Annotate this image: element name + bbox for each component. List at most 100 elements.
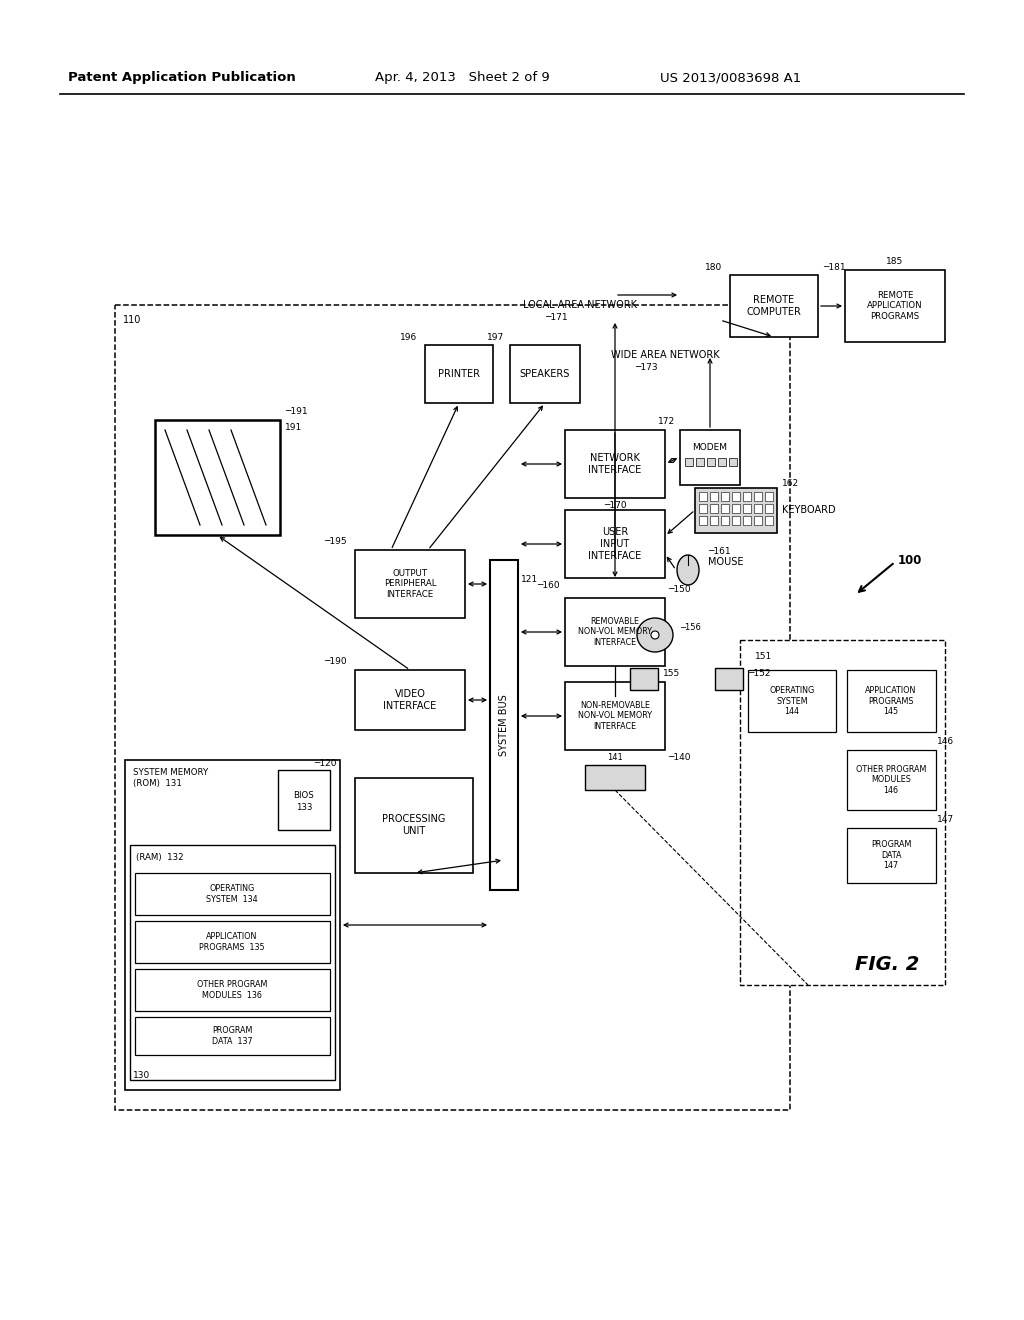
Text: OUTPUT
PERIPHERAL
INTERFACE: OUTPUT PERIPHERAL INTERFACE: [384, 569, 436, 599]
Text: ─190: ─190: [325, 657, 347, 667]
FancyBboxPatch shape: [565, 682, 665, 750]
Text: Patent Application Publication: Patent Application Publication: [68, 71, 296, 84]
FancyBboxPatch shape: [754, 504, 762, 513]
FancyBboxPatch shape: [721, 516, 729, 525]
FancyBboxPatch shape: [155, 420, 280, 535]
Text: KEYBOARD: KEYBOARD: [782, 506, 836, 515]
FancyBboxPatch shape: [847, 671, 936, 733]
FancyBboxPatch shape: [130, 845, 335, 1080]
Text: 197: 197: [486, 333, 504, 342]
Text: 180: 180: [705, 263, 722, 272]
FancyBboxPatch shape: [278, 770, 330, 830]
FancyBboxPatch shape: [729, 458, 737, 466]
FancyBboxPatch shape: [565, 510, 665, 578]
FancyBboxPatch shape: [565, 598, 665, 667]
FancyBboxPatch shape: [743, 516, 751, 525]
FancyBboxPatch shape: [135, 1016, 330, 1055]
Text: LOCAL AREA NETWORK: LOCAL AREA NETWORK: [523, 300, 637, 310]
FancyBboxPatch shape: [847, 828, 936, 883]
Text: OPERATING
SYSTEM  134: OPERATING SYSTEM 134: [206, 884, 258, 904]
Text: ─140: ─140: [668, 754, 690, 763]
FancyBboxPatch shape: [754, 492, 762, 502]
Text: PROGRAM
DATA
147: PROGRAM DATA 147: [870, 840, 911, 870]
FancyBboxPatch shape: [748, 671, 836, 733]
Text: ─171: ─171: [545, 314, 567, 322]
FancyBboxPatch shape: [732, 492, 740, 502]
Text: (RAM)  132: (RAM) 132: [136, 853, 183, 862]
Text: ─152: ─152: [748, 668, 770, 677]
Text: 191: 191: [285, 424, 302, 433]
FancyBboxPatch shape: [490, 560, 518, 890]
Text: WIDE AREA NETWORK: WIDE AREA NETWORK: [610, 350, 719, 360]
Text: REMOTE
APPLICATION
PROGRAMS: REMOTE APPLICATION PROGRAMS: [867, 292, 923, 321]
Ellipse shape: [651, 631, 659, 639]
FancyBboxPatch shape: [730, 275, 818, 337]
Text: OPERATING
SYSTEM
144: OPERATING SYSTEM 144: [769, 686, 815, 715]
Text: APPLICATION
PROGRAMS  135: APPLICATION PROGRAMS 135: [200, 932, 265, 952]
FancyBboxPatch shape: [115, 305, 790, 1110]
FancyBboxPatch shape: [715, 668, 743, 690]
Text: ─170: ─170: [604, 502, 627, 511]
Text: NON-REMOVABLE
NON-VOL MEMORY
INTERFACE: NON-REMOVABLE NON-VOL MEMORY INTERFACE: [578, 701, 652, 731]
Text: ─161: ─161: [708, 548, 731, 557]
Text: ─156: ─156: [680, 623, 700, 632]
FancyBboxPatch shape: [585, 766, 645, 789]
FancyBboxPatch shape: [743, 492, 751, 502]
FancyBboxPatch shape: [765, 504, 773, 513]
Text: PRINTER: PRINTER: [438, 370, 480, 379]
Text: 155: 155: [663, 668, 680, 677]
Text: 185: 185: [887, 257, 903, 267]
Text: APPLICATION
PROGRAMS
145: APPLICATION PROGRAMS 145: [865, 686, 916, 715]
Text: ─191: ─191: [285, 408, 307, 417]
FancyBboxPatch shape: [135, 873, 330, 915]
Text: US 2013/0083698 A1: US 2013/0083698 A1: [660, 71, 801, 84]
Text: ─150: ─150: [668, 586, 690, 594]
FancyBboxPatch shape: [565, 430, 665, 498]
Ellipse shape: [677, 554, 699, 585]
FancyBboxPatch shape: [685, 458, 693, 466]
Text: 162: 162: [782, 479, 799, 487]
Text: SYSTEM MEMORY: SYSTEM MEMORY: [133, 768, 208, 777]
Ellipse shape: [637, 618, 673, 652]
FancyBboxPatch shape: [355, 777, 473, 873]
FancyBboxPatch shape: [135, 921, 330, 964]
Text: 151: 151: [755, 652, 772, 661]
Text: PROGRAM
DATA  137: PROGRAM DATA 137: [212, 1027, 252, 1045]
Text: MOUSE: MOUSE: [708, 557, 743, 568]
FancyBboxPatch shape: [699, 492, 707, 502]
FancyBboxPatch shape: [680, 430, 740, 484]
FancyBboxPatch shape: [732, 504, 740, 513]
Text: (ROM)  131: (ROM) 131: [133, 779, 182, 788]
FancyBboxPatch shape: [721, 492, 729, 502]
Text: 141: 141: [607, 754, 623, 763]
FancyBboxPatch shape: [425, 345, 493, 403]
FancyBboxPatch shape: [845, 271, 945, 342]
FancyBboxPatch shape: [721, 504, 729, 513]
FancyBboxPatch shape: [699, 516, 707, 525]
FancyBboxPatch shape: [847, 750, 936, 810]
Text: SPEAKERS: SPEAKERS: [520, 370, 570, 379]
Text: ─160: ─160: [538, 582, 560, 590]
Text: FIG. 2: FIG. 2: [855, 956, 920, 974]
Text: PROCESSING
UNIT: PROCESSING UNIT: [382, 814, 445, 836]
Text: 121: 121: [521, 576, 539, 583]
Text: BIOS: BIOS: [294, 791, 314, 800]
Text: 110: 110: [123, 315, 141, 325]
Text: OTHER PROGRAM
MODULES
146: OTHER PROGRAM MODULES 146: [856, 766, 926, 795]
FancyBboxPatch shape: [707, 458, 715, 466]
Text: ─120: ─120: [314, 759, 337, 768]
FancyBboxPatch shape: [125, 760, 340, 1090]
Text: ─195: ─195: [325, 537, 347, 546]
Text: OTHER PROGRAM
MODULES  136: OTHER PROGRAM MODULES 136: [197, 981, 267, 999]
FancyBboxPatch shape: [710, 492, 718, 502]
FancyBboxPatch shape: [710, 516, 718, 525]
FancyBboxPatch shape: [355, 671, 465, 730]
Text: 196: 196: [399, 333, 417, 342]
Text: MODEM: MODEM: [692, 444, 727, 453]
FancyBboxPatch shape: [765, 492, 773, 502]
FancyBboxPatch shape: [135, 969, 330, 1011]
Text: 146: 146: [937, 738, 954, 747]
Text: ─173: ─173: [635, 363, 657, 372]
FancyBboxPatch shape: [630, 668, 658, 690]
FancyBboxPatch shape: [710, 504, 718, 513]
